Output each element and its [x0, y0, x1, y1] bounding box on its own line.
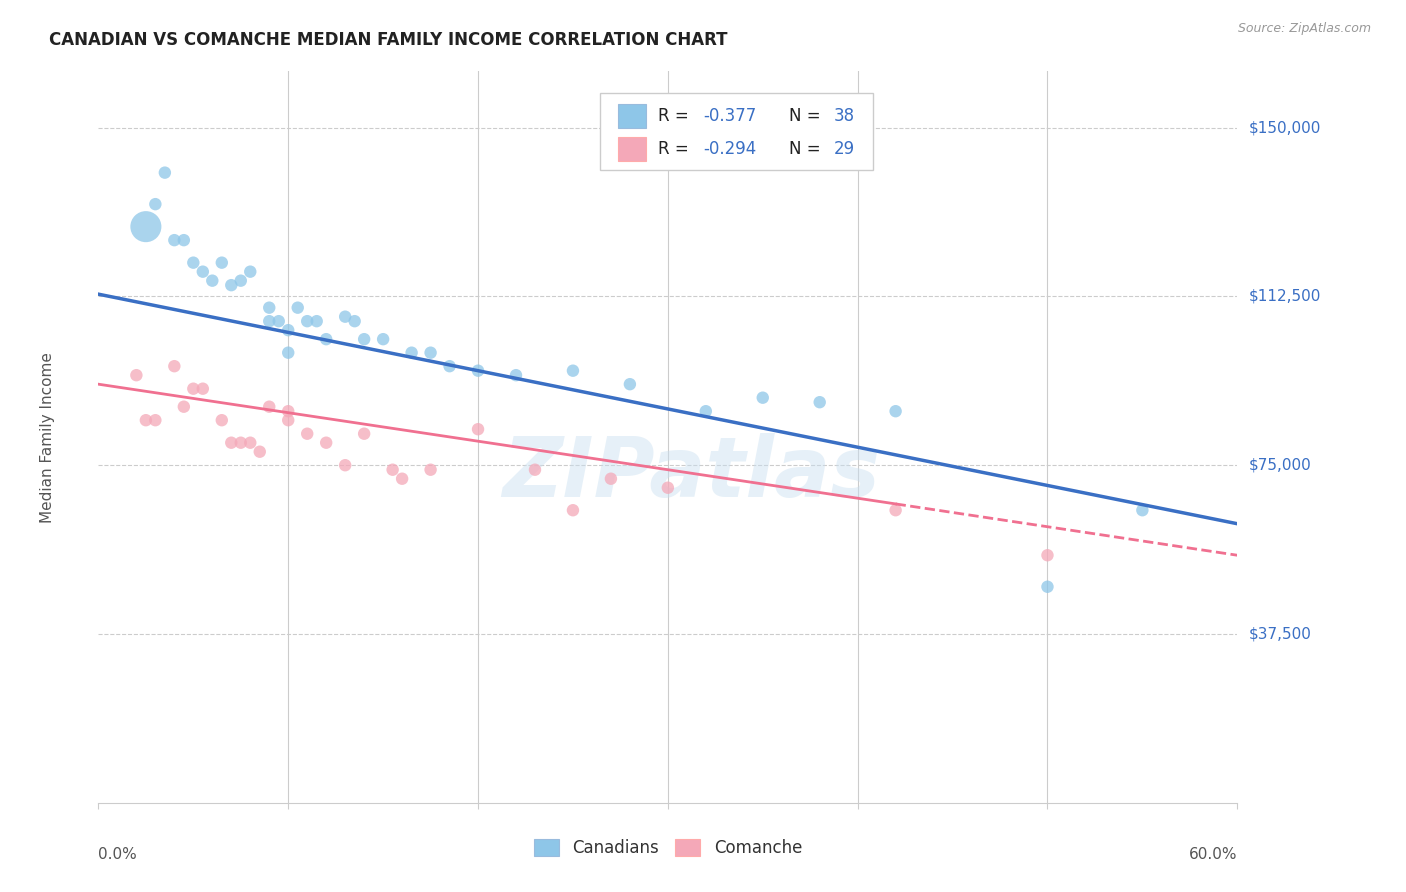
Text: 60.0%: 60.0% [1189, 847, 1237, 862]
Point [884, 503, 907, 517]
Point [439, 359, 461, 374]
Point [239, 435, 262, 450]
Point [1132, 503, 1154, 517]
Text: $112,500: $112,500 [1249, 289, 1320, 304]
Point [277, 345, 299, 359]
Text: ZIPatlas: ZIPatlas [502, 434, 880, 514]
Point [297, 426, 319, 441]
Point [353, 426, 375, 441]
Point [619, 377, 641, 392]
Text: N =: N = [789, 107, 825, 125]
Point [467, 422, 489, 436]
Point [297, 314, 319, 328]
Point [259, 301, 281, 315]
Point [419, 463, 441, 477]
Point [1036, 580, 1059, 594]
Point [211, 255, 233, 269]
Point [305, 314, 328, 328]
Point [277, 404, 299, 418]
Point [239, 265, 262, 279]
Point [562, 364, 585, 378]
Point [163, 359, 186, 374]
Point [600, 472, 623, 486]
Point [153, 166, 176, 180]
Text: R =: R = [658, 140, 693, 158]
Text: 38: 38 [834, 107, 855, 125]
Point [419, 345, 441, 359]
Point [315, 332, 337, 346]
Point [145, 413, 167, 427]
Point [335, 458, 357, 473]
Point [259, 400, 281, 414]
Point [1036, 548, 1059, 562]
Point [145, 197, 167, 211]
Point [884, 404, 907, 418]
Text: N =: N = [789, 140, 825, 158]
Point [135, 413, 157, 427]
Point [201, 274, 224, 288]
Point [467, 364, 489, 378]
Point [191, 265, 214, 279]
Point [695, 404, 717, 418]
Text: Median Family Income: Median Family Income [39, 351, 55, 523]
FancyBboxPatch shape [617, 104, 647, 128]
Point [259, 314, 281, 328]
Point [249, 444, 271, 458]
Point [267, 314, 290, 328]
Text: $75,000: $75,000 [1249, 458, 1312, 473]
Point [505, 368, 527, 383]
Legend: Canadians, Comanche: Canadians, Comanche [527, 832, 808, 864]
Point [524, 463, 547, 477]
Point [221, 435, 243, 450]
Point [315, 435, 337, 450]
Point [183, 255, 205, 269]
FancyBboxPatch shape [599, 94, 873, 170]
Text: Source: ZipAtlas.com: Source: ZipAtlas.com [1237, 22, 1371, 36]
Text: -0.377: -0.377 [703, 107, 756, 125]
Point [343, 314, 366, 328]
Text: 0.0%: 0.0% [98, 847, 138, 862]
Text: $37,500: $37,500 [1249, 626, 1312, 641]
FancyBboxPatch shape [617, 137, 647, 161]
Text: 29: 29 [834, 140, 855, 158]
Point [229, 435, 252, 450]
Point [173, 400, 195, 414]
Point [287, 301, 309, 315]
Point [401, 345, 423, 359]
Point [173, 233, 195, 247]
Point [163, 233, 186, 247]
Point [277, 413, 299, 427]
Point [808, 395, 831, 409]
Point [211, 413, 233, 427]
Text: CANADIAN VS COMANCHE MEDIAN FAMILY INCOME CORRELATION CHART: CANADIAN VS COMANCHE MEDIAN FAMILY INCOM… [49, 31, 728, 49]
Text: $150,000: $150,000 [1249, 120, 1320, 135]
Point [381, 463, 404, 477]
Point [391, 472, 413, 486]
Point [221, 278, 243, 293]
Point [277, 323, 299, 337]
Point [191, 382, 214, 396]
Text: -0.294: -0.294 [703, 140, 756, 158]
Point [752, 391, 775, 405]
Point [335, 310, 357, 324]
Point [371, 332, 394, 346]
Point [229, 274, 252, 288]
Text: R =: R = [658, 107, 693, 125]
Point [353, 332, 375, 346]
Point [125, 368, 148, 383]
Point [562, 503, 585, 517]
Point [135, 219, 157, 234]
Point [657, 481, 679, 495]
Point [183, 382, 205, 396]
